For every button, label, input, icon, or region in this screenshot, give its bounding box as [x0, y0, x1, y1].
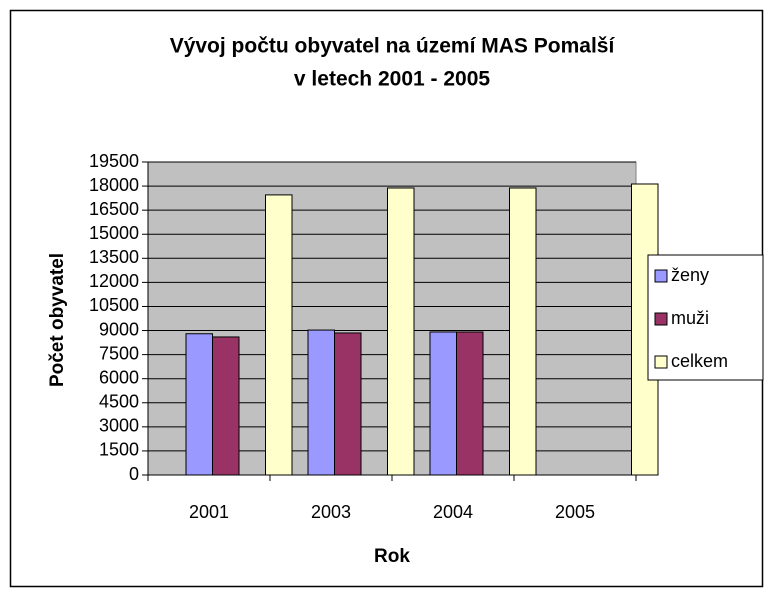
x-tick-label: 2004	[433, 502, 473, 522]
y-tick-label: 16500	[89, 199, 139, 219]
bar	[212, 336, 240, 476]
legend-label: celkem	[671, 351, 728, 371]
x-tick-label: 2005	[555, 502, 595, 522]
x-axis-title: Rok	[374, 546, 410, 567]
bar	[387, 187, 415, 476]
y-tick-label: 13500	[89, 247, 139, 267]
y-tick-label: 3000	[99, 416, 139, 436]
legend-label: ženy	[671, 265, 709, 285]
chart-title: Vývoj počtu obyvatel na území MAS Pomalš…	[170, 35, 616, 58]
y-tick-label: 19500	[89, 151, 139, 171]
y-tick-label: 9000	[99, 319, 139, 339]
y-tick-label: 7500	[99, 343, 139, 363]
legend-label: muži	[671, 308, 709, 328]
bar	[456, 331, 484, 476]
y-tick-label: 12000	[89, 271, 139, 291]
legend-swatch	[654, 312, 668, 326]
y-tick-label: 1500	[99, 440, 139, 460]
bar	[307, 329, 335, 476]
bar	[509, 187, 537, 476]
bar	[185, 333, 213, 476]
x-tick-label: 2003	[311, 502, 351, 522]
y-tick-label: 18000	[89, 175, 139, 195]
legend-swatch	[654, 269, 668, 283]
y-tick-label: 6000	[99, 367, 139, 387]
y-tick-label: 10500	[89, 295, 139, 315]
x-tick-label: 2001	[189, 502, 229, 522]
y-tick-label: 15000	[89, 223, 139, 243]
legend-swatch	[654, 355, 668, 369]
bar	[429, 331, 457, 476]
bar	[334, 332, 362, 476]
y-tick-label: 0	[129, 464, 139, 484]
y-tick-label: 4500	[99, 392, 139, 412]
chart-subtitle: v letech 2001 - 2005	[294, 68, 490, 91]
y-axis-title: Počet obyvatel	[47, 253, 68, 387]
bar	[265, 194, 293, 476]
